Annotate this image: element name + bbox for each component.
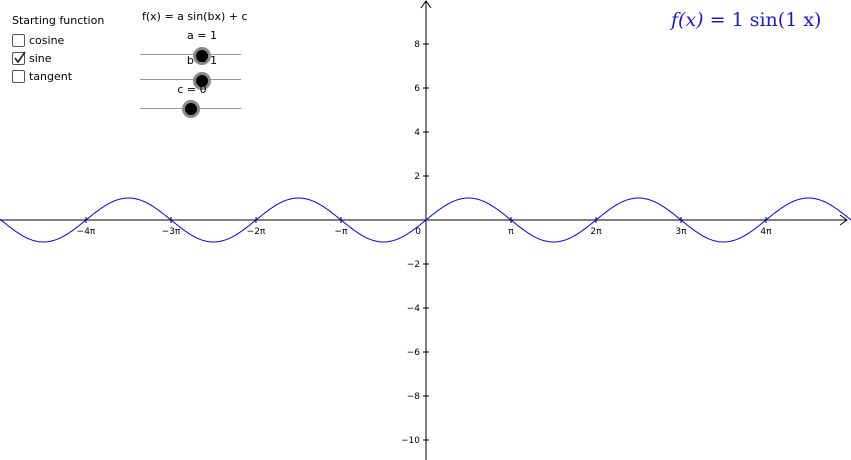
slider-c-label: c = 0 bbox=[177, 83, 207, 96]
y-tick-label: 8 bbox=[414, 40, 420, 50]
sine-checkbox-row[interactable]: sine bbox=[12, 50, 52, 66]
cosine-label: cosine bbox=[29, 33, 65, 47]
y-tick-label: −10 bbox=[401, 436, 420, 446]
x-tick-label: −π bbox=[335, 227, 349, 237]
panel-title: Starting function bbox=[12, 14, 105, 27]
tangent-checkbox[interactable] bbox=[12, 69, 25, 83]
x-tick-label: 0 bbox=[415, 227, 421, 237]
sine-curve bbox=[0, 197, 851, 243]
slider-a-knob[interactable] bbox=[193, 47, 211, 65]
formula-eq: = 1 bbox=[703, 9, 750, 31]
y-tick-label: −6 bbox=[407, 348, 421, 358]
slider-c-knob[interactable] bbox=[182, 100, 200, 118]
tangent-checkbox-row[interactable]: tangent bbox=[12, 68, 72, 84]
x-tick-label: 2π bbox=[590, 227, 602, 237]
axis-ticks: −4π −3π −2π −π 0 π 2π 3π 4π 8 6 4 2 −2 −4 −6 −8 −10 bbox=[77, 40, 772, 446]
formula-rhs: sin(1 x) bbox=[749, 9, 822, 31]
slider-b-label: b = 1 bbox=[186, 54, 218, 67]
tangent-label: tangent bbox=[29, 69, 73, 83]
x-tick-label: 3π bbox=[675, 227, 687, 237]
y-tick-label: 2 bbox=[414, 172, 420, 182]
x-axis-arrow bbox=[839, 214, 848, 226]
x-tick-label: −4π bbox=[77, 227, 96, 237]
sine-label: sine bbox=[29, 51, 52, 65]
slider-b-knob[interactable] bbox=[193, 72, 211, 90]
y-tick-label: 4 bbox=[414, 128, 420, 138]
x-tick-label: −2π bbox=[247, 227, 266, 237]
y-tick-label: −8 bbox=[407, 392, 421, 402]
cosine-checkbox[interactable] bbox=[12, 33, 25, 47]
y-axis-arrow bbox=[420, 0, 432, 9]
x-tick-label: π bbox=[508, 227, 514, 237]
function-formula: f(x) = 1 sin(1 x) bbox=[671, 9, 821, 31]
x-tick-label: 4π bbox=[760, 227, 772, 237]
checkmark-icon bbox=[14, 51, 26, 63]
y-tick-label: −4 bbox=[407, 304, 421, 314]
slider-heading: f(x) = a sin(bx) + c bbox=[142, 10, 248, 23]
slider-a-label: a = 1 bbox=[187, 29, 217, 42]
x-tick-label: −3π bbox=[162, 227, 181, 237]
y-tick-label: −2 bbox=[407, 260, 420, 270]
formula-lhs: f(x) bbox=[671, 9, 704, 31]
sine-checkbox[interactable] bbox=[12, 51, 26, 65]
cosine-checkbox-row[interactable]: cosine bbox=[12, 32, 64, 48]
slider-b-track[interactable] bbox=[140, 79, 241, 80]
slider-a-track[interactable] bbox=[140, 54, 241, 55]
y-tick-label: 6 bbox=[414, 84, 420, 94]
